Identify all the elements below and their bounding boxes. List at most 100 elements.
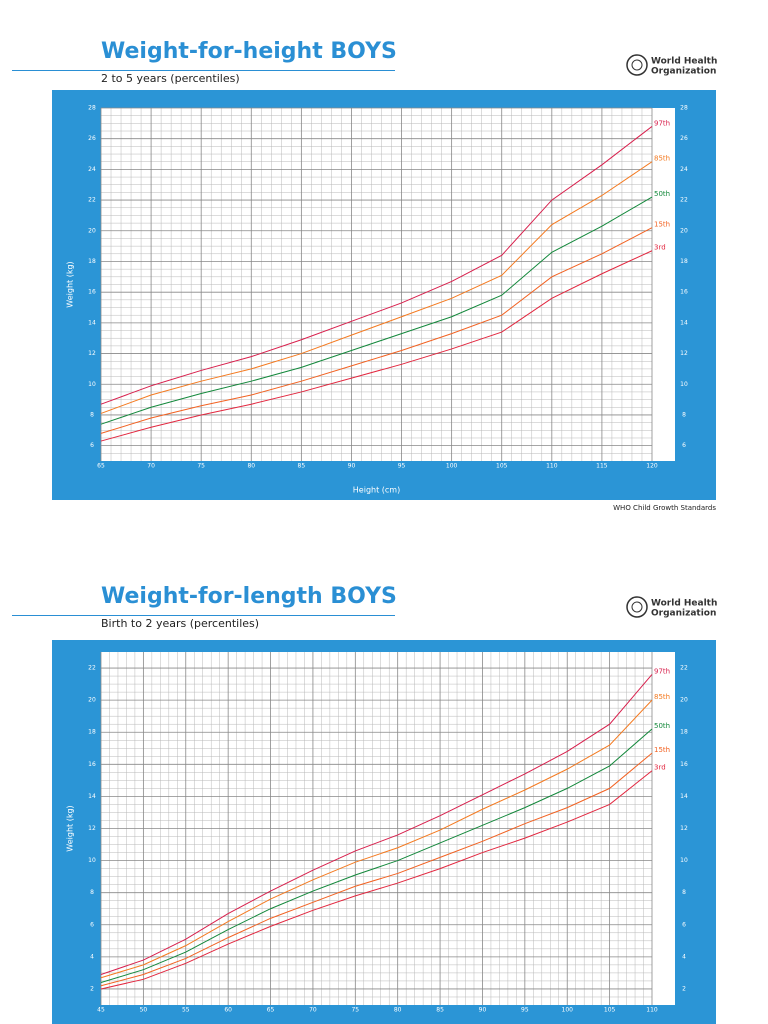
x-tick-label: 70 <box>309 1007 317 1014</box>
y-tick-label-right: 2 <box>682 985 686 992</box>
x-tick-label: 65 <box>267 1007 275 1014</box>
x-tick-label: 120 <box>646 463 658 470</box>
y-tick-label: 26 <box>88 135 96 142</box>
y-tick-label: 22 <box>88 197 96 204</box>
x-tick-label: 50 <box>140 1007 148 1014</box>
x-tick-label: 90 <box>479 1007 487 1014</box>
percentile-line <box>100 752 653 987</box>
y-tick-label: 22 <box>88 665 96 672</box>
percentile-line <box>100 699 653 979</box>
y-tick-label: 20 <box>88 697 96 704</box>
y-tick-label-right: 22 <box>680 665 688 672</box>
y-tick-label-right: 26 <box>680 135 688 142</box>
y-tick-label-right: 12 <box>680 350 688 357</box>
y-tick-label: 18 <box>88 258 96 265</box>
y-tick-label-right: 8 <box>682 889 686 896</box>
y-tick-label-right: 6 <box>682 442 686 449</box>
chart-subtitle: 2 to 5 years (percentiles) <box>101 72 240 85</box>
x-tick-label: 65 <box>97 463 105 470</box>
x-tick-label: 85 <box>436 1007 444 1014</box>
logo-text: Organization <box>651 67 716 77</box>
y-tick-label-right: 6 <box>682 921 686 928</box>
y-tick-label-right: 12 <box>680 825 688 832</box>
series-label: 50th <box>654 190 670 198</box>
series-label: 3rd <box>654 244 666 252</box>
logo-emblem <box>626 596 648 618</box>
y-tick-label: 14 <box>88 319 96 326</box>
y-tick-label: 8 <box>90 889 94 896</box>
x-tick-label: 55 <box>182 1007 190 1014</box>
y-tick-label: 2 <box>90 985 94 992</box>
y-tick-label-right: 28 <box>680 105 688 112</box>
series-label: 85th <box>654 693 670 701</box>
y-tick-label: 16 <box>88 761 96 768</box>
y-tick-label: 10 <box>88 381 96 388</box>
y-axis-label: Weight (kg) <box>66 261 75 307</box>
y-tick-label: 28 <box>88 105 96 112</box>
logo: World Health Organization <box>626 596 717 619</box>
series-label: 50th <box>654 722 670 730</box>
x-tick-label: 80 <box>394 1007 402 1014</box>
x-tick-label: 75 <box>197 463 205 470</box>
y-tick-label: 16 <box>88 289 96 296</box>
chart-subtitle: Birth to 2 years (percentiles) <box>101 617 259 630</box>
percentile-line <box>100 227 653 434</box>
y-tick-label-right: 8 <box>682 411 686 418</box>
logo-text: Organization <box>651 609 716 619</box>
series-label: 97th <box>654 667 670 675</box>
y-axis-label: Weight (kg) <box>66 805 75 851</box>
source-note: WHO Child Growth Standards <box>613 504 716 512</box>
y-tick-label-right: 16 <box>680 289 688 296</box>
y-tick-label-right: 14 <box>680 793 688 800</box>
y-tick-label-right: 18 <box>680 258 688 265</box>
y-tick-label-right: 20 <box>680 227 688 234</box>
x-tick-label: 95 <box>398 463 406 470</box>
x-tick-label: 105 <box>604 1007 616 1014</box>
x-tick-label: 75 <box>351 1007 359 1014</box>
series-label: 15th <box>654 746 670 754</box>
logo-text: World Health <box>651 57 717 67</box>
logo-text: World Health <box>651 599 717 609</box>
y-tick-label: 24 <box>88 166 96 173</box>
y-tick-label: 10 <box>88 857 96 864</box>
series-label: 15th <box>654 221 670 229</box>
y-tick-label-right: 14 <box>680 319 688 326</box>
y-tick-label-right: 24 <box>680 166 688 173</box>
y-tick-label: 18 <box>88 729 96 736</box>
logo-emblem <box>626 54 648 76</box>
percentile-line <box>100 126 653 405</box>
logo-emblem <box>631 601 643 613</box>
y-tick-label: 6 <box>90 442 94 449</box>
x-tick-label: 85 <box>298 463 306 470</box>
logo: World Health Organization <box>626 54 717 77</box>
x-tick-label: 115 <box>596 463 608 470</box>
x-tick-label: 80 <box>247 463 255 470</box>
series-label: 3rd <box>654 764 666 772</box>
y-tick-label-right: 16 <box>680 761 688 768</box>
y-tick-label: 4 <box>90 953 94 960</box>
x-tick-label: 105 <box>496 463 508 470</box>
y-tick-label-right: 10 <box>680 857 688 864</box>
chart-title: Weight-for-height BOYS <box>101 39 397 64</box>
y-tick-label-right: 20 <box>680 697 688 704</box>
y-tick-label-right: 4 <box>682 953 686 960</box>
chart-title: Weight-for-length BOYS <box>101 584 397 609</box>
percentile-line <box>100 196 653 425</box>
x-tick-label: 95 <box>521 1007 529 1014</box>
y-tick-label: 6 <box>90 921 94 928</box>
x-tick-label: 110 <box>546 463 558 470</box>
percentile-line <box>100 250 653 442</box>
x-axis-label: Height (cm) <box>353 486 400 495</box>
y-tick-label-right: 18 <box>680 729 688 736</box>
y-tick-label: 20 <box>88 227 96 234</box>
x-tick-label: 90 <box>348 463 356 470</box>
y-tick-label: 14 <box>88 793 96 800</box>
percentile-line <box>100 161 653 414</box>
percentile-line <box>100 770 653 990</box>
percentile-line <box>100 728 653 984</box>
y-tick-label: 12 <box>88 825 96 832</box>
y-tick-label: 12 <box>88 350 96 357</box>
y-tick-label-right: 22 <box>680 197 688 204</box>
